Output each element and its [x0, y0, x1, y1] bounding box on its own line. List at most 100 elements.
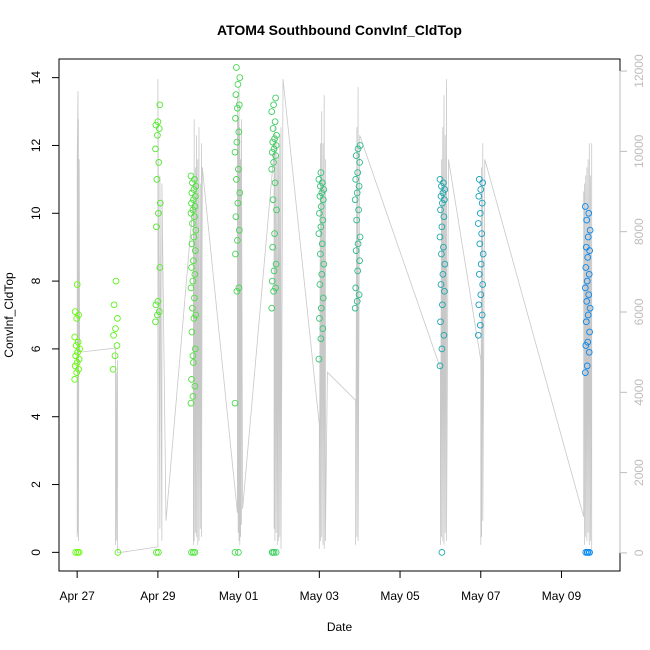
data-point [188, 328, 196, 336]
data-point [318, 270, 326, 278]
data-point [112, 277, 120, 285]
data-point [438, 223, 446, 231]
data-point [436, 176, 444, 183]
y-axis: 0 2 4 6 8 10 12 14 [29, 71, 60, 556]
data-point [583, 298, 591, 305]
data-point [114, 549, 122, 556]
data-point [234, 81, 242, 88]
data-point [438, 549, 446, 556]
data-point [155, 308, 163, 315]
data-point [479, 250, 487, 258]
x-tick-label: May 09 [542, 589, 582, 603]
data-point [190, 196, 197, 204]
data-point [73, 369, 81, 376]
data-point [476, 240, 484, 248]
data-point [152, 145, 159, 153]
data-point [581, 284, 589, 292]
data-point [317, 223, 325, 231]
data-point [233, 287, 241, 295]
y2-tick-label: 8000 [632, 218, 646, 245]
data-point [478, 311, 486, 319]
x-tick-label: May 01 [219, 589, 259, 603]
data-point [581, 203, 589, 210]
data-point [191, 294, 198, 302]
data-point [268, 108, 276, 115]
data-point [235, 549, 242, 556]
data-point [356, 257, 363, 265]
data-point [75, 311, 82, 319]
data-point [76, 345, 83, 353]
data-point [189, 206, 197, 214]
data-point [189, 304, 196, 312]
data-point [319, 216, 327, 224]
data-point [187, 399, 195, 407]
data-point [236, 74, 244, 81]
data-point [478, 230, 486, 237]
data-point [191, 247, 199, 254]
data-point [352, 247, 360, 254]
data-point [351, 304, 359, 312]
y-tick-label: 10 [29, 206, 43, 220]
data-point [233, 138, 241, 146]
data-point [438, 250, 445, 258]
data-point [353, 189, 361, 197]
y-tick-label: 4 [29, 413, 43, 420]
data-point [317, 250, 324, 258]
data-point [584, 338, 592, 346]
data-point [439, 199, 446, 207]
data-point [438, 345, 446, 353]
data-point [586, 226, 594, 234]
data-point [271, 135, 278, 143]
data-point [73, 281, 81, 288]
data-point [476, 321, 484, 329]
data-point [355, 206, 362, 214]
x-tick-label: May 05 [380, 589, 420, 603]
data-point [75, 355, 83, 363]
data-point [272, 260, 280, 268]
data-point [235, 165, 242, 173]
data-point [113, 342, 121, 349]
y-tick-label: 14 [29, 71, 43, 85]
data-point [437, 206, 444, 214]
data-point [315, 355, 323, 363]
y2-tick-label: 10000 [632, 134, 646, 168]
data-point [317, 335, 325, 343]
data-point [317, 304, 325, 312]
data-point [74, 549, 81, 556]
y-tick-label: 6 [29, 345, 43, 352]
data-point [74, 348, 81, 356]
data-point [319, 196, 327, 204]
data-point [154, 118, 162, 126]
data-point [269, 196, 277, 204]
data-point [109, 365, 117, 373]
data-point [586, 328, 593, 336]
data-point [436, 362, 444, 370]
data-point [190, 257, 197, 265]
data-point [156, 264, 164, 271]
data-point [232, 91, 240, 98]
data-point [190, 359, 197, 366]
data-point [190, 549, 197, 556]
data-point [152, 301, 160, 309]
data-point [585, 270, 593, 278]
data-point [187, 209, 195, 217]
data-point [441, 287, 448, 295]
data-point [477, 186, 485, 193]
data-point [153, 549, 160, 556]
data-point [190, 233, 198, 241]
y2-tick-label: 6000 [632, 298, 646, 325]
data-point [352, 152, 360, 159]
y-tick-label: 0 [29, 549, 43, 556]
data-point [273, 131, 280, 139]
data-point [271, 118, 279, 126]
data-point [270, 145, 278, 153]
data-point [189, 220, 196, 227]
data-point [191, 203, 199, 210]
x-tick-label: May 07 [461, 589, 501, 603]
data-point [189, 393, 197, 400]
data-point [155, 159, 163, 166]
data-point [72, 342, 80, 349]
data-point [584, 233, 592, 241]
data-point [190, 186, 198, 193]
data-point [73, 359, 81, 366]
